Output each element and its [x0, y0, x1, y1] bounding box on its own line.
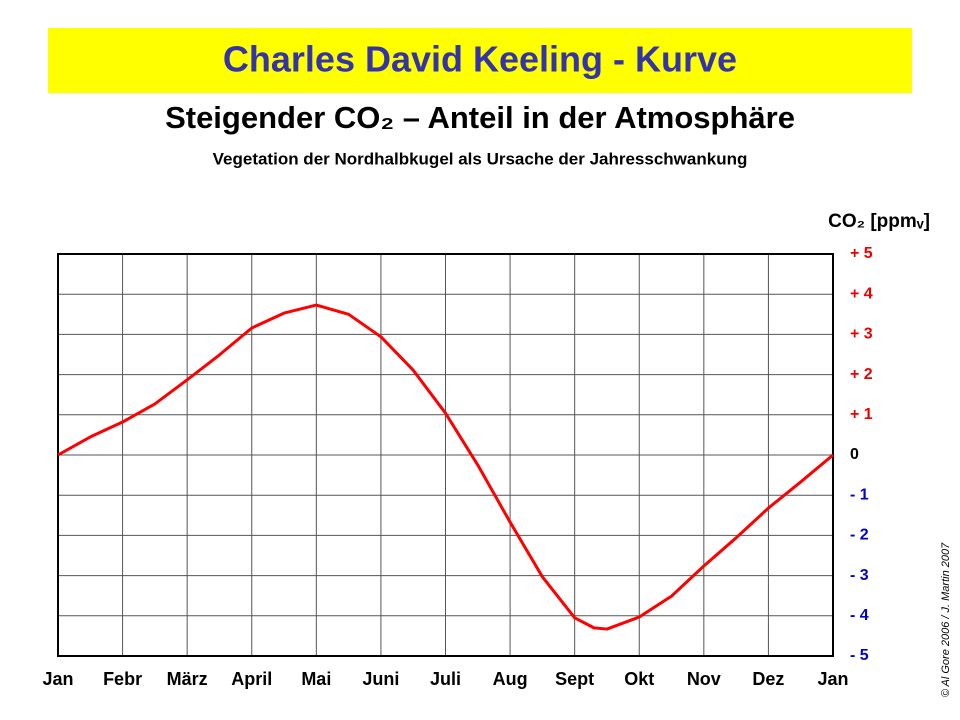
- y-tick-label: + 2: [850, 366, 873, 383]
- x-tick-label: Jan: [817, 669, 848, 689]
- title-banner: [48, 28, 912, 93]
- x-tick-label: März: [167, 669, 208, 689]
- y-tick-label: - 5: [850, 647, 869, 664]
- x-tick-label: Mai: [301, 669, 331, 689]
- y-axis-label: CO₂ [ppmᵥ]: [828, 211, 930, 232]
- y-tick-label: + 4: [850, 285, 873, 302]
- x-tick-label: Sept: [555, 669, 594, 689]
- x-tick-label: Aug: [493, 669, 528, 689]
- x-tick-label: Okt: [624, 669, 654, 689]
- x-tick-label: April: [231, 669, 272, 689]
- y-tick-label: + 1: [850, 406, 873, 423]
- y-tick-label: 0: [850, 446, 859, 463]
- x-tick-label: Jan: [42, 669, 73, 689]
- x-tick-label: Nov: [687, 669, 721, 689]
- credit: © Al Gore 2006 / J. Martin 2007: [940, 542, 952, 697]
- y-tick-label: + 3: [850, 326, 873, 343]
- x-tick-label: Dez: [752, 669, 784, 689]
- chart-caption: Vegetation der Nordhalbkugel als Ursache…: [213, 149, 748, 168]
- x-tick-label: Febr: [103, 669, 142, 689]
- y-tick-label: - 3: [850, 567, 869, 584]
- x-tick-label: Juli: [430, 669, 461, 689]
- y-tick-label: + 5: [850, 245, 873, 262]
- data-line: [57, 303, 834, 631]
- chart-title: Charles David Keeling - Kurve: [223, 39, 737, 80]
- chart-subtitle: Steigender CO₂ – Anteil in der Atmosphär…: [165, 100, 795, 135]
- y-tick-label: - 4: [850, 607, 869, 624]
- x-tick-label: Juni: [362, 669, 399, 689]
- y-tick-label: - 1: [850, 486, 869, 503]
- y-tick-label: - 2: [850, 527, 869, 544]
